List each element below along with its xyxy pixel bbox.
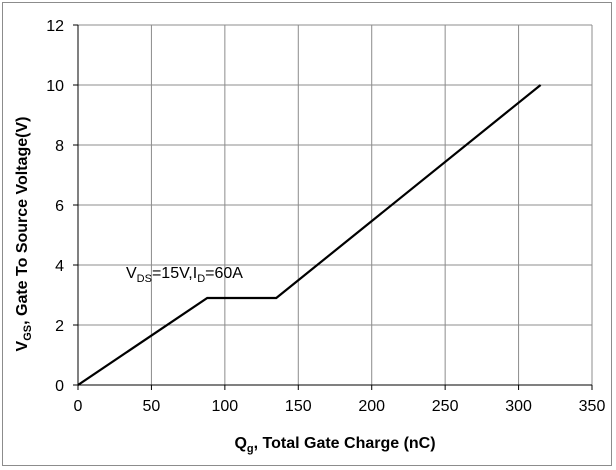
y-axis-title-symbol: V xyxy=(14,340,31,351)
x-tick-label: 0 xyxy=(74,398,83,415)
x-tick-label: 200 xyxy=(358,398,385,415)
x-tick-label: 150 xyxy=(285,398,312,415)
x-tick-label: 100 xyxy=(212,398,239,415)
series-layer xyxy=(77,84,542,386)
x-axis-title: Qg, Total Gate Charge (nC) xyxy=(234,435,435,455)
y-tick-label: 10 xyxy=(46,78,64,95)
gate-charge-curve xyxy=(77,84,542,386)
test-condition-annotation: VDS=15V,ID=60A xyxy=(126,265,243,285)
x-tick-label: 250 xyxy=(432,398,459,415)
y-axis-title-text: , Gate To Source Voltage(V) xyxy=(14,117,31,325)
y-tick-label: 4 xyxy=(55,258,64,275)
x-axis-title-text: , Total Gate Charge (nC) xyxy=(254,435,436,452)
axes xyxy=(73,24,593,390)
y-tick-label: 8 xyxy=(55,138,64,155)
x-axis-title-subscript: g xyxy=(247,443,254,455)
annotation-vds-symbol: V xyxy=(126,265,137,282)
annotation-vds-subscript: DS xyxy=(137,273,152,285)
x-axis-title-symbol: Q xyxy=(234,435,246,452)
annotation-id-value: =60A xyxy=(205,265,243,282)
annotation-vds-value: =15V,I xyxy=(152,265,197,282)
annotation-id-subscript: D xyxy=(197,273,205,285)
x-tick-label: 350 xyxy=(579,398,606,415)
y-tick-label: 0 xyxy=(55,378,64,395)
x-tick-label: 50 xyxy=(143,398,161,415)
grid-lines xyxy=(78,24,593,385)
y-tick-label: 12 xyxy=(46,18,64,35)
y-tick-label: 2 xyxy=(55,318,64,335)
x-tick-label: 300 xyxy=(505,398,532,415)
y-axis-title: VGS, Gate To Source Voltage(V) xyxy=(14,117,34,352)
y-tick-label: 6 xyxy=(55,198,64,215)
y-axis-title-subscript: GS xyxy=(22,325,34,341)
chart-frame xyxy=(2,2,612,466)
tick-labels: 0 50 100 150 200 250 300 350 0 2 4 6 8 10 12 xyxy=(46,18,605,415)
